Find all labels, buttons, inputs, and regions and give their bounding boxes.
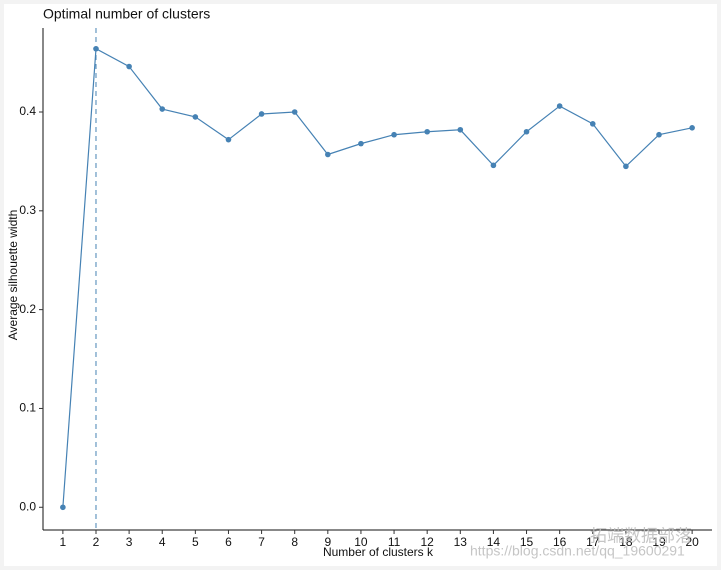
x-tick-label: 2 xyxy=(93,535,100,549)
x-tick-label: 6 xyxy=(225,535,232,549)
point xyxy=(623,163,629,170)
x-tick-label: 10 xyxy=(354,535,368,549)
point xyxy=(126,63,132,70)
point xyxy=(589,121,596,127)
x-tick-label: 9 xyxy=(324,535,331,549)
point xyxy=(656,131,662,138)
watermark: https://blog.csdn.net/qq_19600291 xyxy=(470,543,685,559)
point xyxy=(358,140,364,147)
point xyxy=(556,103,563,109)
y-tick-label: 0.4 xyxy=(19,104,36,118)
x-tick-label: 12 xyxy=(420,535,434,549)
y-tick-label: 0.0 xyxy=(19,499,36,513)
x-tick-label: 14 xyxy=(487,535,501,549)
x-tick-label: 20 xyxy=(685,535,699,549)
point xyxy=(258,111,265,117)
point xyxy=(93,45,99,52)
point xyxy=(391,131,397,138)
x-tick-label: 3 xyxy=(126,535,133,549)
x-axis-label: Number of clusters k xyxy=(323,545,434,559)
series-line xyxy=(62,47,693,508)
point xyxy=(159,106,166,112)
x-tick-label: 15 xyxy=(520,535,534,549)
y-tick-label: 0.1 xyxy=(19,401,36,415)
point xyxy=(291,109,298,115)
point xyxy=(523,128,530,135)
x-tick-label: 17 xyxy=(586,535,600,549)
chart-title: Optimal number of clusters xyxy=(43,6,210,22)
point xyxy=(60,504,66,511)
point xyxy=(424,128,430,135)
point xyxy=(192,114,199,120)
point xyxy=(689,125,695,131)
x-tick-label: 4 xyxy=(159,535,166,549)
x-tick-label: 7 xyxy=(258,535,265,549)
x-tick-label: 11 xyxy=(388,535,401,549)
y-tick-label: 0.2 xyxy=(19,302,36,316)
x-tick-label: 18 xyxy=(619,535,633,549)
y-axis-label: Average silhouette width xyxy=(6,210,20,341)
watermark: 拓端数据部落 xyxy=(590,526,692,545)
panel xyxy=(4,4,717,566)
x-tick-label: 16 xyxy=(553,535,567,549)
point xyxy=(457,126,464,133)
point xyxy=(325,151,331,158)
x-tick-label: 19 xyxy=(652,535,666,549)
x-tick-label: 5 xyxy=(192,535,199,549)
x-tick-label: 13 xyxy=(454,535,468,549)
x-tick-label: 8 xyxy=(291,535,298,549)
y-tick-label: 0.3 xyxy=(19,203,36,217)
point xyxy=(225,136,232,143)
x-tick-label: 1 xyxy=(60,535,67,549)
point xyxy=(490,162,497,169)
